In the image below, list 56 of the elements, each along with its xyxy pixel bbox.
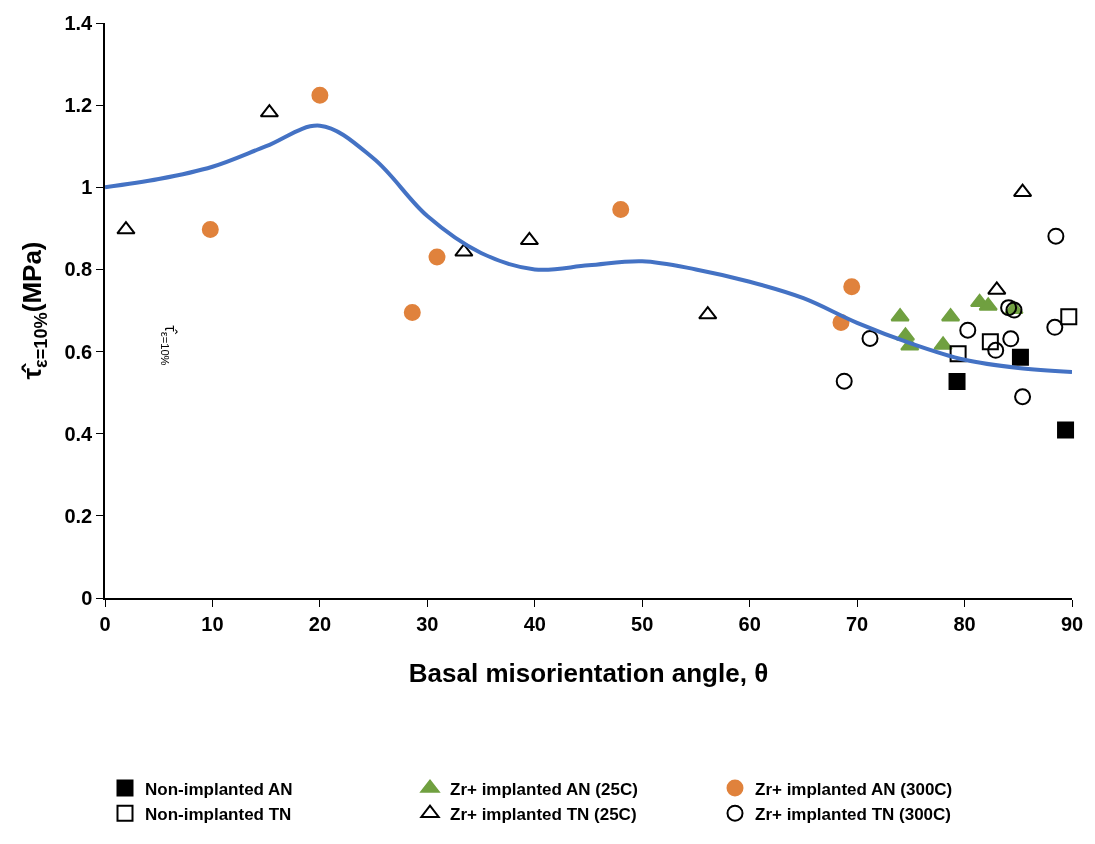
x-tick-label: 0 <box>99 612 111 635</box>
point <box>890 308 910 322</box>
point <box>933 336 953 350</box>
point <box>519 231 540 246</box>
y-tick-label: 0 <box>81 587 93 609</box>
point <box>1014 388 1032 406</box>
point <box>948 373 966 391</box>
point <box>403 304 421 322</box>
point <box>1000 299 1018 317</box>
legend-label: Non-implanted AN <box>145 779 293 799</box>
point <box>1011 348 1029 366</box>
point <box>1047 227 1065 245</box>
point <box>949 345 967 363</box>
x-tick-label: 90 <box>1060 612 1084 635</box>
point <box>1060 308 1078 326</box>
legend-label: Zr+ implanted TN (300C) <box>755 804 952 824</box>
point <box>698 306 718 320</box>
point <box>861 329 879 347</box>
point <box>1057 421 1075 439</box>
point <box>428 248 446 266</box>
y-tick-label: 0.8 <box>64 258 93 281</box>
y-tick-label: 1.2 <box>64 94 93 117</box>
x-axis-title: Basal misorientation angle, θ <box>408 657 769 688</box>
x-tick-label: 40 <box>523 612 546 635</box>
point <box>835 372 853 390</box>
point <box>1002 330 1020 348</box>
point <box>987 341 1005 359</box>
point <box>311 86 329 104</box>
legend-label: Zr+ implanted AN (300C) <box>755 779 953 799</box>
point <box>978 297 998 311</box>
point <box>116 221 136 235</box>
x-tick-label: 50 <box>631 612 654 635</box>
legend-label: Zr+ implanted AN (25C) <box>450 779 638 799</box>
y-tick-label: 1.4 <box>64 12 94 34</box>
y-tick-label: 0.6 <box>64 340 93 363</box>
line-series <box>105 123 1072 375</box>
y-tick-label: 0.2 <box>64 504 93 527</box>
point <box>201 221 219 239</box>
point <box>981 333 999 351</box>
x-tick-label: 60 <box>738 612 761 635</box>
x-tick-label: 30 <box>416 612 439 635</box>
point <box>1005 301 1023 319</box>
x-tick-label: 80 <box>953 612 976 635</box>
y-tick-label: 0.4 <box>64 422 94 445</box>
x-tick-label: 20 <box>308 612 332 635</box>
legend-label: Zr+ implanted TN (25C) <box>450 804 637 824</box>
point <box>454 243 474 257</box>
point <box>1046 318 1064 336</box>
x-tick-label: 10 <box>201 612 224 635</box>
point <box>612 200 630 218</box>
point <box>959 321 977 339</box>
point <box>987 281 1007 295</box>
y-tick-label: 1 <box>81 176 93 199</box>
point <box>843 278 861 296</box>
legend-label: Non-implanted TN <box>145 804 292 824</box>
x-tick-label: 70 <box>845 612 869 635</box>
